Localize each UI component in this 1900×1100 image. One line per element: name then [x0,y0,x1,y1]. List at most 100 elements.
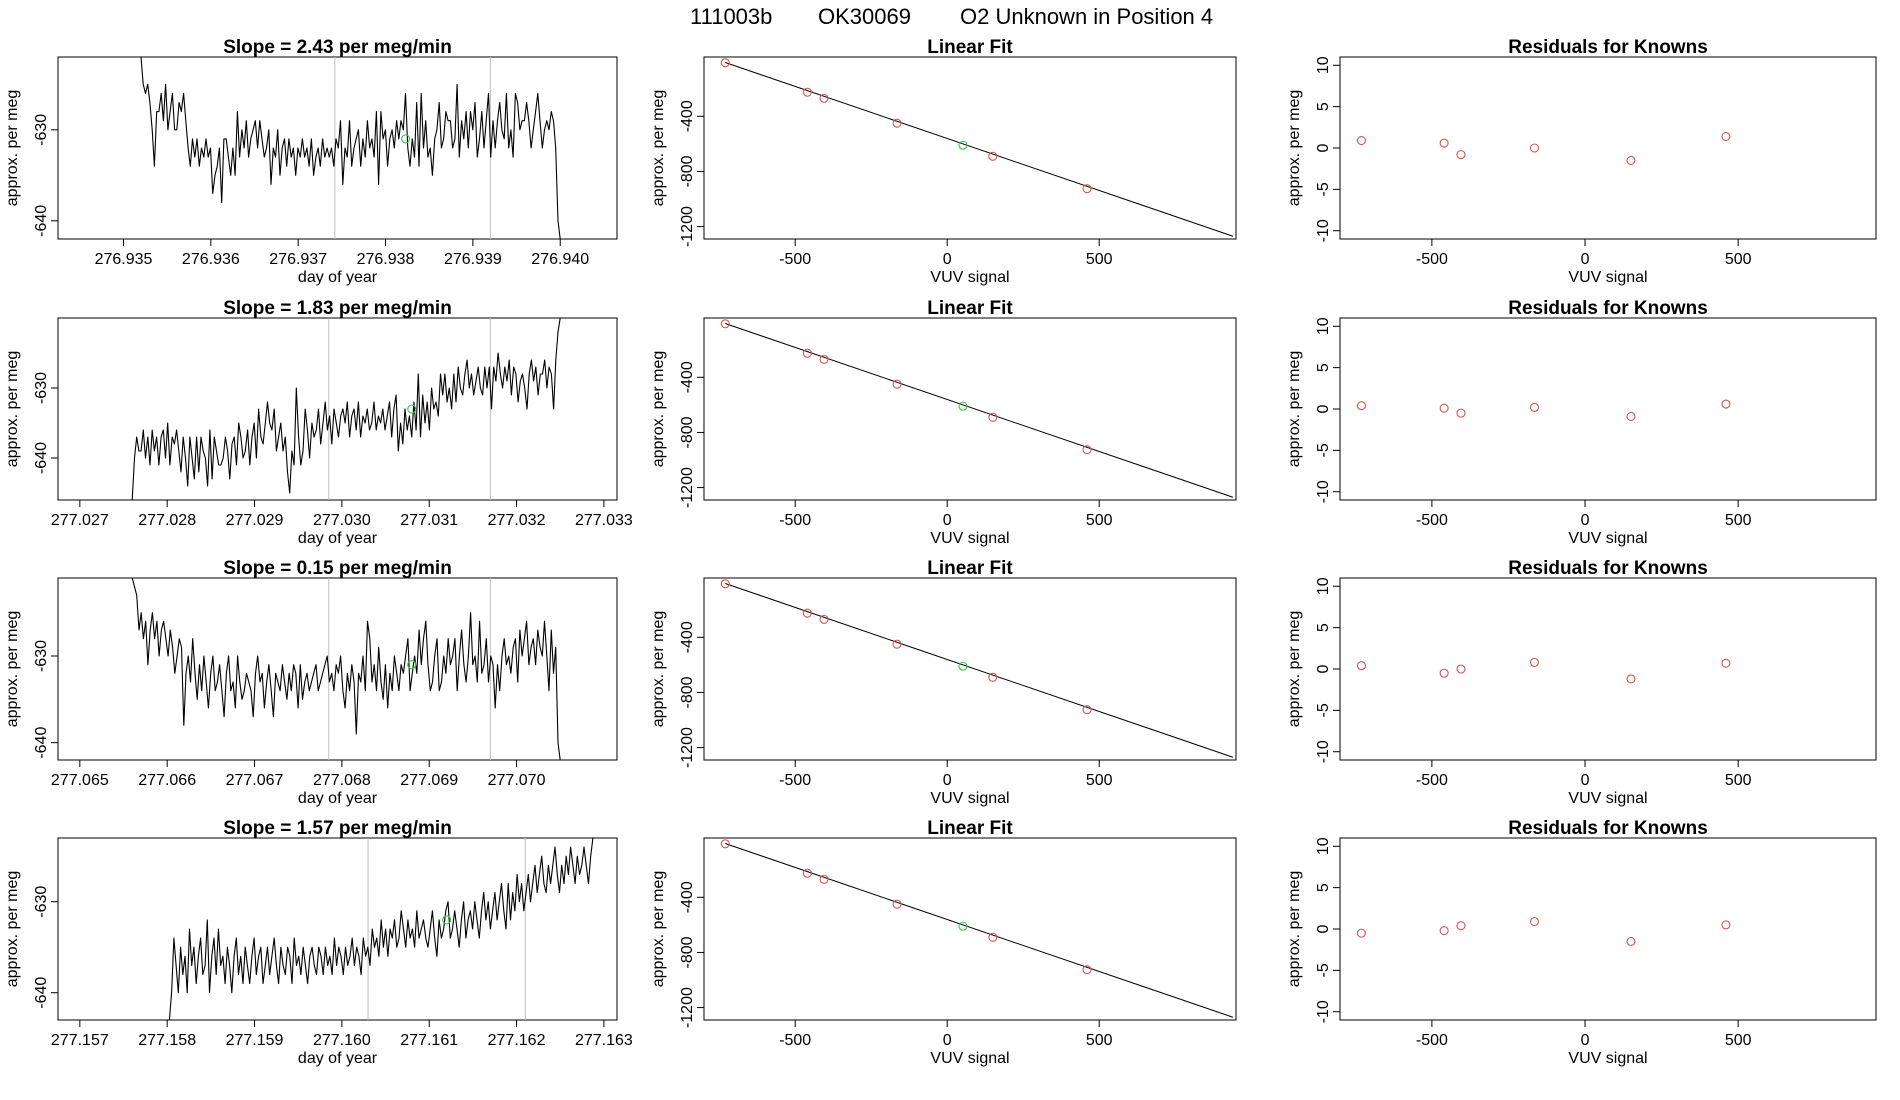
chart-title: Slope = 1.83 per meg/min [223,298,452,319]
x-tick-label: 277.066 [138,772,196,789]
y-axis: 10 5 0 -5 -10 approx. per meg [1286,317,1340,503]
y-axis: -630 -640 approx. per meg [4,611,58,759]
y-tick-label: -10 [1315,219,1332,242]
x-tick-label: 276.939 [444,251,502,268]
x-tick-label: 500 [1086,1032,1113,1049]
series-line [167,837,596,1021]
plot-frame [703,56,1237,240]
x-tick-label: 277.068 [313,772,371,789]
panel-4-trace: Slope = 1.57 per meg/min 277.157 277.158 27… [4,818,633,1067]
y-axis: -400 -800 -1200 approx. per meg [650,90,704,247]
y-axis: -630 -640 approx. per meg [4,871,58,1009]
y-tick-label: -10 [1315,480,1332,503]
unknown-point [407,660,417,670]
x-axis: -500 0 500 VUV signal [779,1020,1113,1067]
x-tick-label: 277.069 [400,772,458,789]
y-axis-label: approx. per meg [1286,611,1303,728]
plot-frame [57,577,618,761]
known-point [1356,928,1366,938]
x-axis-label: VUV signal [930,269,1009,286]
y-tick-label: -5 [1315,443,1332,457]
x-tick-label: 277.030 [313,512,371,529]
plot-frame [1339,56,1877,240]
plot-frame [1339,577,1877,761]
y-tick-label: 0 [1315,143,1332,152]
x-tick-label: 277.160 [313,1032,371,1049]
series-line [131,317,561,501]
known-point [1721,920,1731,930]
x-axis-label: VUV signal [1568,790,1647,807]
known-point [988,932,998,942]
y-tick-label: -10 [1315,1000,1332,1023]
x-tick-label: 0 [943,512,952,529]
known-point [988,412,998,422]
x-tick-label: 276.937 [269,251,327,268]
x-tick-label: 277.157 [51,1032,109,1049]
y-axis-label: approx. per meg [1286,90,1303,207]
panel-2-linear-fit: Linear Fit -500 0 500 VUV signal -400 -800 -120… [650,298,1237,547]
y-tick-label: 10 [1315,837,1332,855]
plot-frame [57,317,618,501]
unknown-point [401,134,411,144]
y-axis-label: approx. per meg [650,611,667,728]
x-tick-label: 0 [943,251,952,268]
plot-frame [57,56,618,240]
x-axis-label: VUV signal [1568,530,1647,547]
known-point [1626,674,1636,684]
fit-line [725,323,1234,498]
fit-line [725,62,1234,237]
panel-2-residuals: Residuals for Knowns -500 0 500 VUV signal 10… [1286,298,1877,547]
x-tick-label: -500 [1416,512,1448,529]
known-point [1456,921,1466,931]
known-point [1439,668,1449,678]
y-tick-label: 0 [1315,404,1332,413]
y-axis-label: approx. per meg [1286,351,1303,468]
known-point [1356,401,1366,411]
x-axis: 277.027 277.028 277.029 277.030 277.031 277.0… [51,500,633,547]
y-tick-label: -400 [679,361,696,393]
x-tick-label: 277.065 [51,772,109,789]
known-point [720,839,730,849]
known-point [819,614,829,624]
known-point [1082,705,1092,715]
y-axis: -630 -640 approx. per meg [4,351,58,474]
known-point [1439,138,1449,148]
plot-frame [1339,317,1877,501]
x-axis-label: VUV signal [930,1050,1009,1067]
known-point [1082,445,1092,455]
x-tick-label: 0 [943,772,952,789]
known-point [819,874,829,884]
chart-title: Slope = 2.43 per meg/min [223,37,452,58]
chart-title: Slope = 1.57 per meg/min [223,818,452,839]
x-axis: -500 0 500 VUV signal [1416,500,1752,547]
x-axis: -500 0 500 VUV signal [1416,1020,1752,1067]
x-tick-label: 500 [1086,251,1113,268]
known-point [802,608,812,618]
x-tick-label: 0 [1581,251,1590,268]
fit-line [725,583,1234,758]
known-point [892,118,902,128]
x-axis: -500 0 500 VUV signal [779,500,1113,547]
series-line [131,577,561,761]
y-tick-label: 10 [1315,56,1332,74]
known-point [819,354,829,364]
x-axis: -500 0 500 VUV signal [1416,239,1752,286]
x-tick-label: 500 [1725,251,1752,268]
x-axis: -500 0 500 VUV signal [1416,760,1752,807]
chart-title: Linear Fit [927,298,1013,319]
unknown-point [958,401,968,411]
x-tick-label: -500 [1416,1032,1448,1049]
panel-2-trace: Slope = 1.83 per meg/min 277.027 277.028 27… [4,298,633,547]
y-tick-label: -640 [33,727,50,759]
x-tick-label: 277.158 [138,1032,196,1049]
y-tick-label: -400 [679,881,696,913]
known-point [1082,184,1092,194]
x-tick-label: 0 [1581,772,1590,789]
chart-title: Linear Fit [927,558,1013,579]
y-axis: 10 5 0 -5 -10 approx. per meg [1286,56,1340,242]
fit-line [725,843,1234,1018]
known-point [1356,136,1366,146]
x-tick-label: 276.935 [95,251,153,268]
